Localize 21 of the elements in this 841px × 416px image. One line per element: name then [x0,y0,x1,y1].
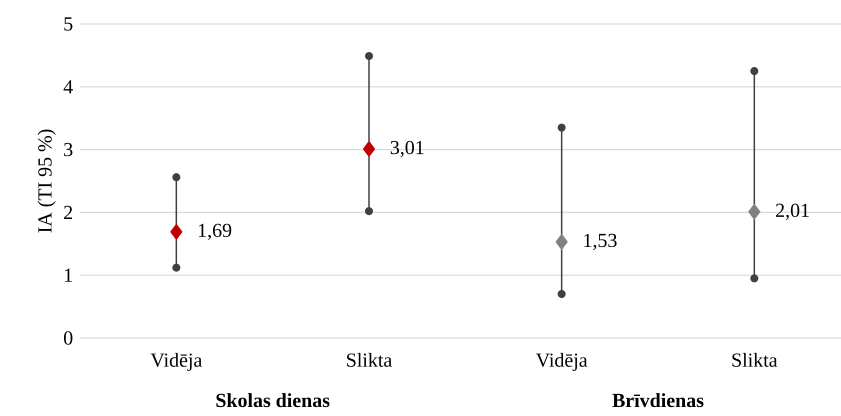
point [748,204,761,220]
data-label: 1,69 [198,224,232,240]
x-tick-label: Vidēja [536,352,588,371]
data-label: 2,01 [776,204,809,220]
y-tick-label: 2 [64,206,72,219]
y-tick-label: 3 [64,142,72,156]
y-tick-label: 1 [64,268,72,282]
y-tick-label: 5 [64,17,72,31]
data-label: 3,01 [390,140,424,158]
data-label: 1,53 [584,234,617,250]
point [555,234,568,250]
x-tick-label: Slikta [347,352,392,367]
x-tick-label: Slikta [732,352,778,367]
point [362,140,376,158]
y-tick-label: 4 [64,80,73,94]
text: Skolas dienas [216,393,330,408]
text: Brīvdienas [612,393,704,408]
x-tick-label: Vidēja [150,352,202,371]
y-axis-title: IA (TI 95 %) [38,130,56,233]
y-tick-label: 0 [64,331,72,345]
point [170,224,183,240]
